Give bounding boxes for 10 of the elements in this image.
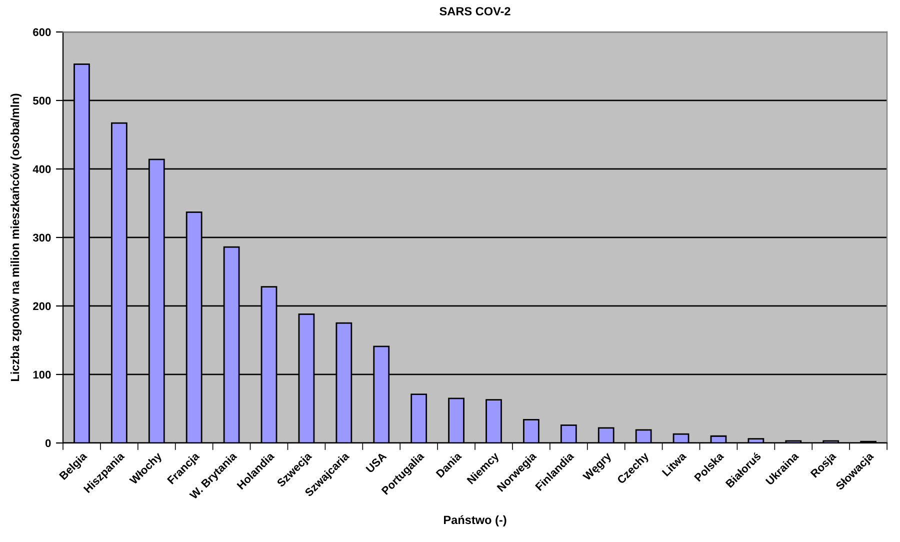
y-tick-label: 600: [33, 28, 51, 36]
chart-title: SARS COV-2: [440, 7, 510, 16]
x-axis-title: Państwo (-): [444, 515, 506, 526]
y-tick-label: 400: [32, 165, 51, 174]
y-axis-title: Liczba zgonów na milion mieszkańców (osoba/mln): [10, 94, 22, 381]
y-tick-label: 500: [33, 96, 51, 105]
y-tick-label: 300: [32, 234, 51, 242]
y-tick-label: 0: [45, 439, 51, 448]
y-tick-label: 200: [33, 302, 51, 310]
y-tick-label: 100: [33, 370, 51, 379]
